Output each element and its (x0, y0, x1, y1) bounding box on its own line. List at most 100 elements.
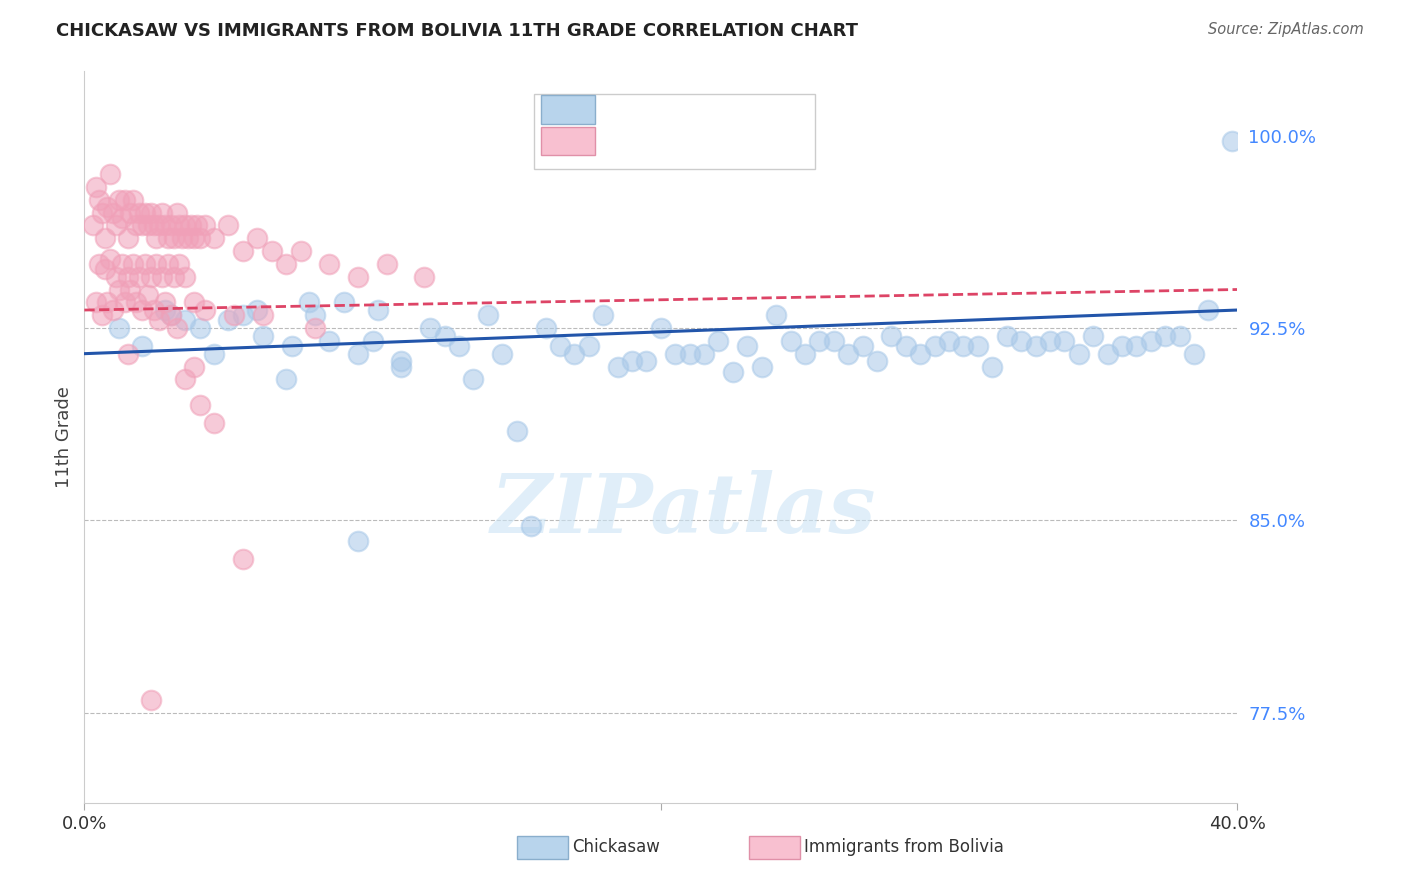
Point (169, 257, 191, 271)
Point (117, 231, 139, 245)
Point (281, 339, 304, 353)
Point (894, 339, 917, 353)
Point (1010, 334, 1032, 348)
Point (183, 359, 205, 374)
Point (105, 269, 128, 284)
Point (520, 518, 543, 533)
Point (1220, 134, 1243, 148)
Point (391, 354, 413, 368)
Point (1111, 339, 1133, 353)
Point (114, 193, 136, 207)
Point (967, 339, 990, 353)
Point (84, 179, 107, 194)
Point (160, 308, 183, 322)
Point (276, 257, 298, 271)
Point (548, 339, 571, 353)
Point (148, 219, 170, 233)
Point (1154, 328, 1177, 343)
Point (276, 372, 298, 386)
Text: R =: R = (600, 132, 638, 150)
Point (202, 231, 225, 245)
Point (188, 398, 211, 412)
Point (866, 354, 889, 368)
Point (1039, 334, 1062, 348)
Point (721, 365, 744, 379)
Point (156, 257, 179, 271)
Point (347, 269, 370, 284)
Text: N =: N = (689, 132, 728, 150)
Point (128, 269, 150, 284)
Point (318, 334, 340, 348)
Text: Immigrants from Bolivia: Immigrants from Bolivia (804, 838, 1004, 856)
Point (1182, 346, 1205, 360)
Point (463, 372, 485, 386)
Point (82, 219, 104, 233)
Point (131, 219, 153, 233)
Point (246, 303, 269, 318)
Point (361, 334, 384, 348)
Point (981, 359, 1004, 374)
Point (1140, 334, 1163, 348)
Point (153, 303, 176, 318)
Point (995, 328, 1018, 343)
Point (636, 354, 658, 368)
Text: N =: N = (689, 100, 728, 118)
Y-axis label: 11th Grade: 11th Grade (55, 386, 73, 488)
Point (304, 321, 326, 335)
Point (166, 321, 188, 335)
Point (304, 308, 326, 322)
Point (202, 346, 225, 360)
Point (290, 244, 312, 258)
Point (142, 219, 165, 233)
Point (145, 257, 167, 271)
Point (232, 552, 254, 566)
Point (150, 205, 173, 219)
Point (153, 219, 176, 233)
Point (1067, 346, 1090, 360)
Point (103, 303, 124, 318)
Point (765, 308, 787, 322)
Point (177, 231, 200, 245)
Point (433, 328, 456, 343)
Point (924, 339, 946, 353)
Point (87, 193, 110, 207)
Point (564, 346, 586, 360)
Point (952, 339, 974, 353)
Point (174, 219, 197, 233)
Point (218, 313, 240, 327)
Point (823, 334, 845, 348)
Point (108, 193, 131, 207)
Text: Source: ZipAtlas.com: Source: ZipAtlas.com (1208, 22, 1364, 37)
Point (93, 262, 115, 277)
Point (174, 313, 197, 327)
Point (194, 219, 217, 233)
Point (166, 205, 188, 219)
Point (1097, 346, 1119, 360)
Text: 0.126: 0.126 (637, 100, 692, 118)
Point (96, 200, 118, 214)
Point (93, 231, 115, 245)
Point (707, 334, 730, 348)
Point (880, 328, 903, 343)
Point (145, 231, 167, 245)
Point (1025, 339, 1047, 353)
Point (1168, 328, 1191, 343)
Point (98, 167, 121, 181)
Point (186, 219, 208, 233)
Point (606, 359, 628, 374)
Point (139, 693, 162, 707)
Point (413, 269, 436, 284)
Point (232, 308, 254, 322)
Point (103, 205, 124, 219)
Point (252, 328, 274, 343)
Point (139, 205, 162, 219)
Point (128, 205, 150, 219)
Point (194, 303, 217, 318)
Point (174, 372, 197, 386)
Point (163, 269, 186, 284)
Point (183, 231, 205, 245)
Point (664, 346, 686, 360)
Point (160, 308, 183, 322)
Point (910, 346, 932, 360)
Point (142, 303, 165, 318)
